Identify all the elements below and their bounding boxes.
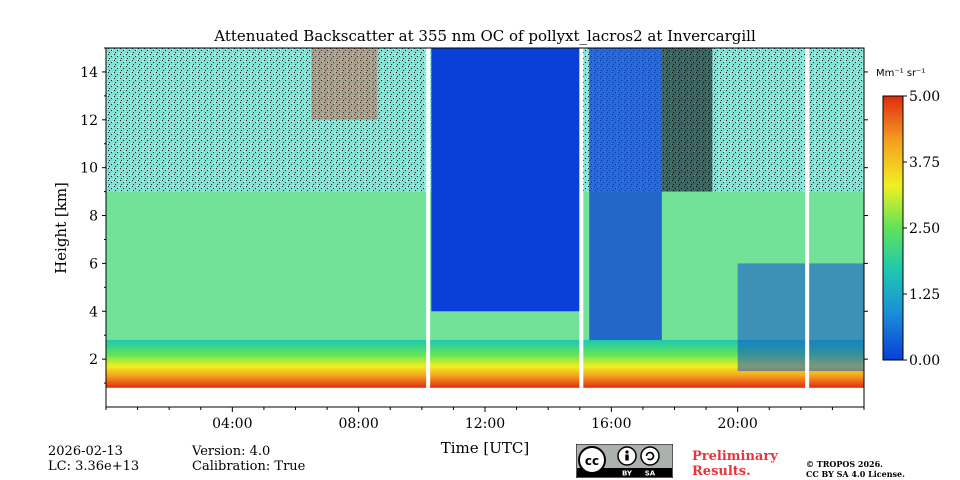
data-gap [426, 48, 431, 388]
y-axis-label: Height [km] [52, 182, 70, 274]
colorbar-tick-label: 1.25 [909, 287, 940, 303]
colorbar-tick-label: 0.00 [909, 353, 940, 369]
below-signal [106, 387, 864, 407]
data-gap [579, 48, 584, 388]
y-tick-label: 4 [89, 304, 98, 320]
calibration-label: Calibration: True [192, 459, 306, 474]
x-axis-label: Time [UTC] [441, 439, 530, 457]
lidar-constant-label: LC: 3.36e+13 [48, 459, 140, 474]
cc-icon-text: cc [585, 454, 599, 468]
y-axis: 2 4 6 8 10 12 14 [80, 47, 868, 384]
colorbar-unit: Mm⁻¹ sr⁻¹ [876, 68, 925, 79]
colorbar-tick-label: 2.50 [909, 221, 940, 237]
x-axis: 04:00 08:00 12:00 16:00 20:00 [105, 407, 865, 432]
heatmap-area [106, 48, 864, 407]
night-low-signal [737, 263, 864, 372]
preliminary-line2: Results. [692, 464, 751, 479]
low-signal-window [431, 48, 583, 312]
aerosol-patch [311, 48, 378, 120]
cc-icon [578, 446, 606, 474]
x-tick-label: 20:00 [717, 416, 757, 432]
by-label: BY [622, 470, 633, 478]
y-tick-label: 10 [80, 161, 98, 177]
sa-label: SA [645, 470, 656, 478]
cc-license-badge: cc BY SA [576, 444, 673, 478]
colorbar-tick-label: 3.75 [909, 155, 940, 171]
chart-title: Attenuated Backscatter at 355 nm OC of p… [213, 27, 756, 45]
copyright-line1: © TROPOS 2026. [806, 459, 883, 469]
colorbar [882, 95, 904, 361]
sa-icon [640, 446, 660, 466]
y-tick-label: 12 [80, 113, 98, 129]
copyright-notice: © TROPOS 2026. CC BY SA 4.0 License. [806, 459, 905, 479]
y-tick-label: 2 [89, 352, 98, 368]
y-tick-label: 8 [89, 209, 98, 225]
dark-region [661, 48, 713, 192]
colorbar-tick-label: 5.00 [909, 89, 940, 105]
x-tick-label: 12:00 [465, 416, 505, 432]
y-tick-label: 6 [89, 256, 98, 272]
version-label: Version: 4.0 [192, 444, 271, 459]
date-label: 2026-02-13 [48, 444, 123, 459]
low-signal-window-2 [589, 48, 662, 340]
x-tick-label: 08:00 [338, 416, 378, 432]
preliminary-line1: Preliminary [692, 449, 778, 464]
x-tick-label: 16:00 [591, 416, 631, 432]
x-tick-label: 04:00 [212, 416, 252, 432]
preliminary-notice: Preliminary Results. [692, 449, 778, 479]
data-gap [805, 48, 810, 388]
y-tick-label: 14 [80, 65, 98, 81]
colorbar-ticks: 0.00 1.25 2.50 3.75 5.00 [903, 89, 940, 369]
copyright-line2: CC BY SA 4.0 License. [806, 469, 905, 479]
